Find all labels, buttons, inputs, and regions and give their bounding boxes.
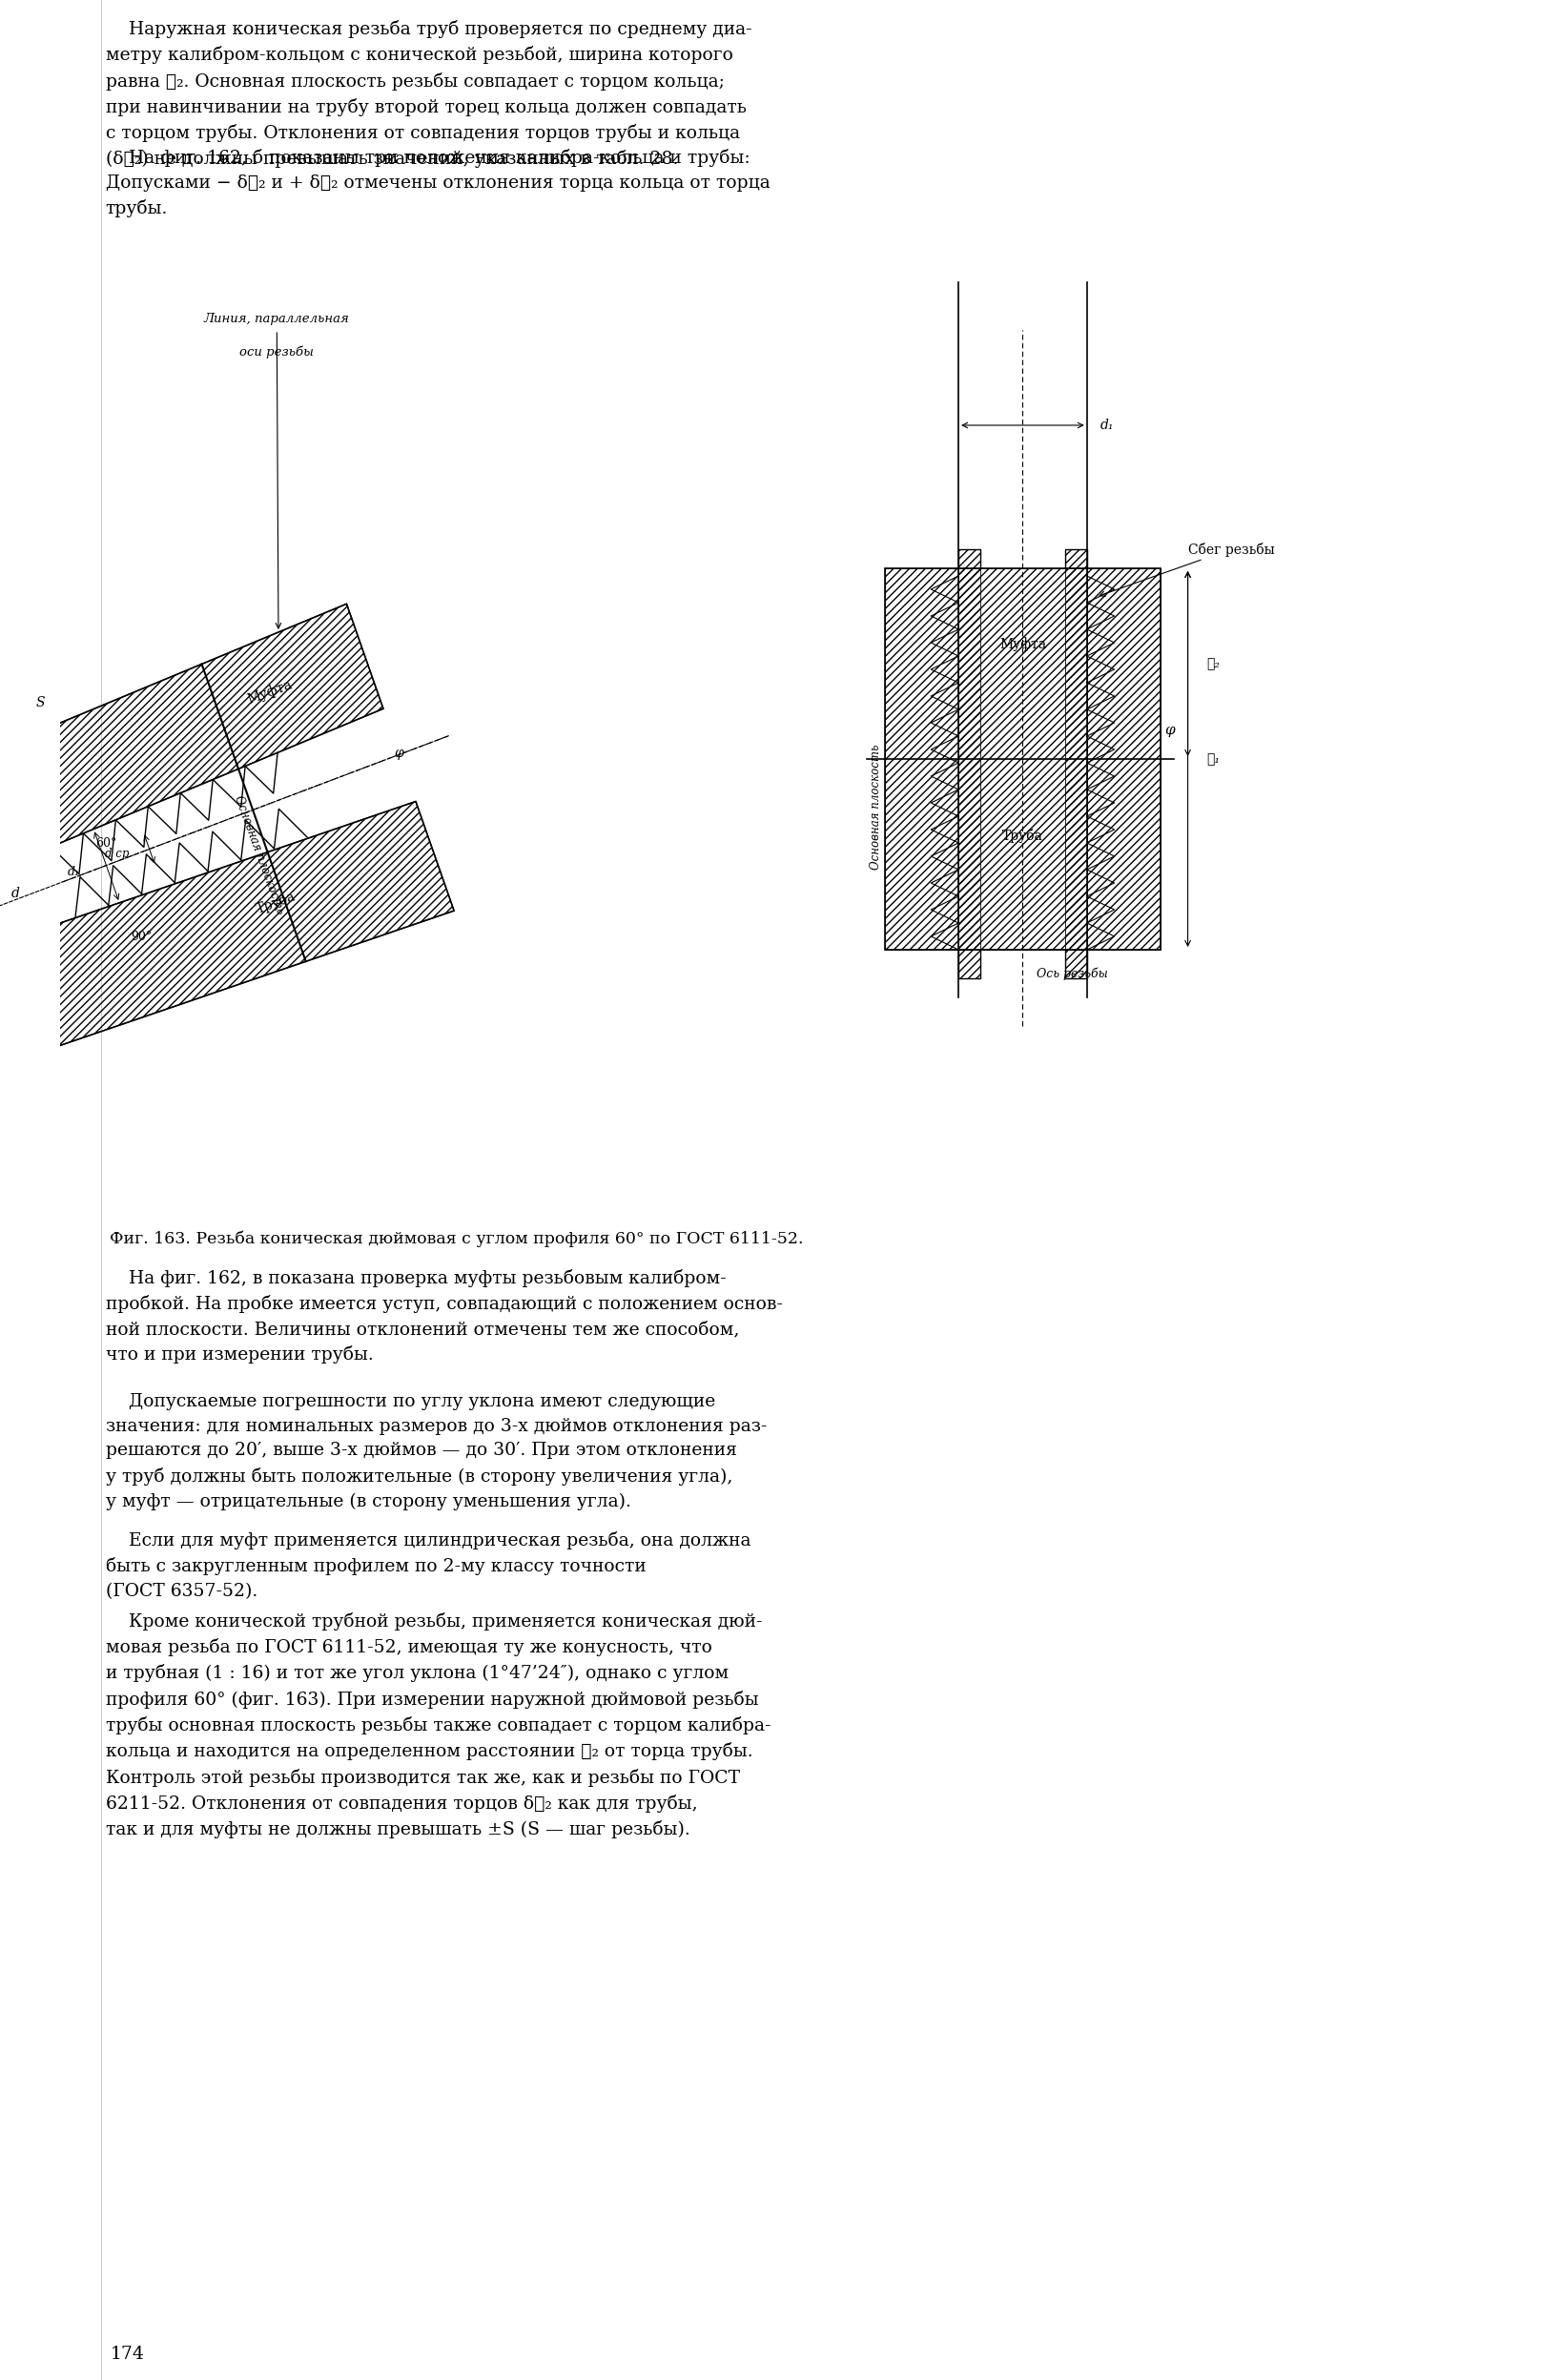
Text: Кроме конической трубной резьбы, применяется коническая дюй-
мовая резьба по ГОС: Кроме конической трубной резьбы, применя…	[106, 1611, 770, 1837]
Text: Основная плоскость: Основная плоскость	[870, 745, 883, 869]
Text: Муфта: Муфта	[1000, 638, 1047, 652]
Text: Если для муфт применяется цилиндрическая резьба, она должна
быть с закругленным : Если для муфт применяется цилиндрическая…	[106, 1530, 751, 1599]
Polygon shape	[0, 605, 383, 857]
Text: Наружная коническая резьба труб проверяется по среднему диа-
метру калибром-коль: Наружная коническая резьба труб проверяе…	[106, 19, 751, 169]
Text: Допускаемые погрешности по углу уклона имеют следующие
значения: для номинальных: Допускаемые погрешности по углу уклона и…	[106, 1392, 767, 1511]
Text: На фиг. 162, б показаны три положения калибра-кольца и трубы:
Допусками − δℓ₂ и : На фиг. 162, б показаны три положения ка…	[106, 150, 770, 217]
Text: 174: 174	[109, 2347, 144, 2363]
Text: Ось резьбы: Ось резьбы	[1037, 966, 1107, 981]
Polygon shape	[14, 802, 455, 1047]
Text: 60°: 60°	[95, 838, 117, 850]
Text: Сбег резьбы: Сбег резьбы	[1100, 543, 1275, 597]
Polygon shape	[959, 550, 981, 978]
Text: ℓ₁: ℓ₁	[1206, 752, 1220, 766]
Text: d: d	[11, 885, 19, 900]
Text: φ: φ	[1165, 724, 1175, 738]
Text: Фиг. 163. Резьба коническая дюймовая с углом профиля 60° по ГОСТ 6111-52.: Фиг. 163. Резьба коническая дюймовая с у…	[109, 1230, 804, 1247]
Text: d ср: d ср	[105, 847, 130, 859]
Text: Муфта: Муфта	[245, 678, 295, 707]
Text: Труба: Труба	[255, 890, 297, 916]
Text: d₁: d₁	[1101, 419, 1114, 431]
Polygon shape	[1065, 550, 1087, 978]
Text: S: S	[36, 697, 45, 709]
Text: Линия, параллельная: Линия, параллельная	[205, 312, 350, 326]
Text: Труба: Труба	[1003, 828, 1043, 843]
Polygon shape	[886, 569, 1161, 950]
Text: Основная плоскость: Основная плоскость	[233, 795, 286, 916]
Text: 90°: 90°	[131, 931, 153, 942]
Text: d₁: d₁	[67, 866, 80, 878]
Text: ℓ₂: ℓ₂	[1206, 657, 1220, 671]
Text: оси резьбы: оси резьбы	[239, 345, 314, 359]
Text: На фиг. 162, в показана проверка муфты резьбовым калибром-
пробкой. На пробке им: На фиг. 162, в показана проверка муфты р…	[106, 1269, 783, 1364]
Text: φ: φ	[394, 747, 403, 759]
